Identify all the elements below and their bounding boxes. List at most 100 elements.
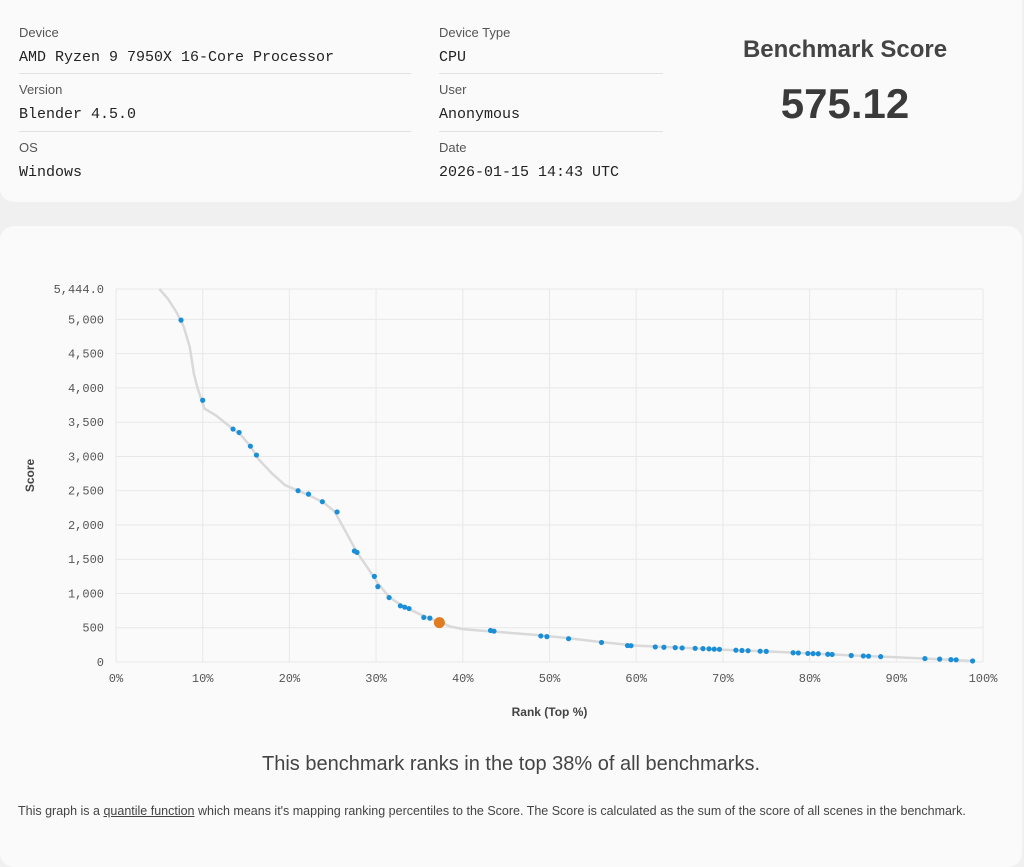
user-field: User Anonymous: [439, 82, 520, 123]
benchmark-info-card: Device AMD Ryzen 9 7950X 16-Core Process…: [0, 0, 1022, 202]
data-point: [763, 648, 769, 654]
data-point: [628, 643, 634, 649]
data-point: [937, 656, 943, 662]
user-value: Anonymous: [439, 106, 521, 123]
y-tick-label: 2,000: [68, 519, 104, 533]
x-tick-label: 70%: [712, 672, 734, 686]
data-point: [795, 650, 801, 656]
current-benchmark-point: [433, 617, 445, 629]
data-point: [848, 652, 854, 659]
data-point: [805, 650, 811, 657]
benchmark-score-value: 575.12: [780, 80, 910, 127]
x-tick-label: 80%: [799, 672, 821, 686]
data-point: [295, 488, 301, 494]
data-point: [253, 452, 260, 458]
footnote: This graph is a quantile function which …: [18, 800, 998, 823]
data-point: [230, 426, 236, 432]
data-point: [421, 614, 427, 621]
os-label: OS: [19, 140, 38, 155]
y-tick-label: 5,000: [68, 313, 104, 327]
data-point: [815, 651, 821, 657]
data-point: [544, 634, 550, 640]
chart-card: 0% 10% 20% 30% 40% 50% 60% 70% 80% 90% 100% 0 500 1,0…: [0, 226, 1022, 867]
y-tick-label: 1,500: [68, 553, 104, 567]
x-tick-label: 50%: [539, 672, 561, 686]
data-point: [305, 491, 312, 497]
x-tick-label: 40%: [452, 672, 474, 686]
device-type-value: CPU: [439, 49, 467, 66]
y-tick-label: 4,500: [68, 348, 104, 362]
x-tick-label: 20%: [279, 672, 301, 686]
data-point: [825, 651, 831, 657]
os-value: Windows: [19, 164, 83, 181]
data-point: [354, 549, 360, 555]
data-point: [948, 657, 954, 663]
data-point: [371, 573, 377, 579]
y-tick-label: 1,000: [68, 587, 104, 601]
y-tick-label: 2,500: [68, 485, 104, 499]
divider: [439, 73, 663, 74]
data-point: [402, 604, 408, 610]
os-field: OS Windows: [19, 140, 82, 181]
y-tick-label: 3,500: [68, 416, 104, 430]
device-label: Device: [19, 25, 59, 40]
version-label: Version: [19, 82, 63, 97]
x-tick-label: 100%: [969, 672, 999, 686]
quantile-chart: 0% 10% 20% 30% 40% 50% 60% 70% 80% 90% 100% 0 500 1,0…: [23, 283, 999, 719]
footnote-text-post: which means it's mapping ranking percent…: [194, 804, 966, 818]
data-point: [865, 653, 872, 659]
data-point: [386, 594, 392, 601]
y-tick-label: 3,000: [68, 450, 104, 464]
divider: [19, 73, 411, 74]
data-point: [375, 584, 381, 590]
data-point: [733, 647, 739, 653]
device-value: AMD Ryzen 9 7950X 16-Core Processor: [19, 49, 335, 66]
date-field: Date 2026-01-15 14:43 UTC: [439, 140, 619, 181]
data-point: [200, 397, 206, 403]
data-point: [406, 605, 412, 612]
data-point: [236, 429, 242, 436]
data-point: [491, 628, 497, 634]
data-point: [810, 651, 816, 657]
x-tick-label: 10%: [192, 672, 214, 686]
quantile-curve: [158, 288, 975, 663]
date-value: 2026-01-15 14:43 UTC: [439, 164, 620, 181]
data-point: [679, 645, 685, 651]
data-point: [716, 646, 723, 652]
data-point: [969, 658, 976, 664]
data-point: [711, 646, 717, 652]
divider: [439, 131, 663, 132]
data-point: [334, 509, 340, 515]
data-point: [652, 644, 658, 650]
data-point: [745, 648, 751, 654]
data-point: [178, 317, 184, 323]
y-tick-label: 0: [97, 656, 104, 670]
y-tick-label: 5,444.0: [54, 283, 104, 297]
data-point: [922, 655, 928, 662]
data-point: [598, 639, 605, 646]
data-point: [706, 646, 712, 652]
rank-sentence: This benchmark ranks in the top 38% of a…: [261, 753, 761, 775]
device-type-field: Device Type CPU: [439, 25, 510, 66]
user-label: User: [439, 82, 467, 97]
version-field: Version Blender 4.5.0: [19, 82, 136, 123]
y-tick-label: 500: [82, 622, 104, 636]
version-value: Blender 4.5.0: [19, 106, 137, 123]
data-point: [953, 657, 959, 663]
x-tick-label: 30%: [365, 672, 387, 686]
data-point: [860, 653, 866, 659]
x-axis-title: Rank (Top %): [512, 705, 588, 719]
data-point: [397, 603, 403, 609]
data-point: [319, 499, 325, 505]
data-point: [790, 650, 796, 656]
device-field: Device AMD Ryzen 9 7950X 16-Core Process…: [19, 25, 334, 66]
data-point: [538, 633, 544, 639]
quantile-function-link[interactable]: quantile function: [103, 804, 195, 818]
benchmark-score-title: Benchmark Score: [742, 36, 948, 63]
x-tick-label: 0%: [109, 672, 124, 686]
y-tick-label: 4,000: [68, 382, 104, 396]
data-point: [692, 645, 698, 651]
data-point: [700, 646, 706, 652]
data-point: [829, 651, 835, 658]
data-point: [739, 647, 745, 654]
